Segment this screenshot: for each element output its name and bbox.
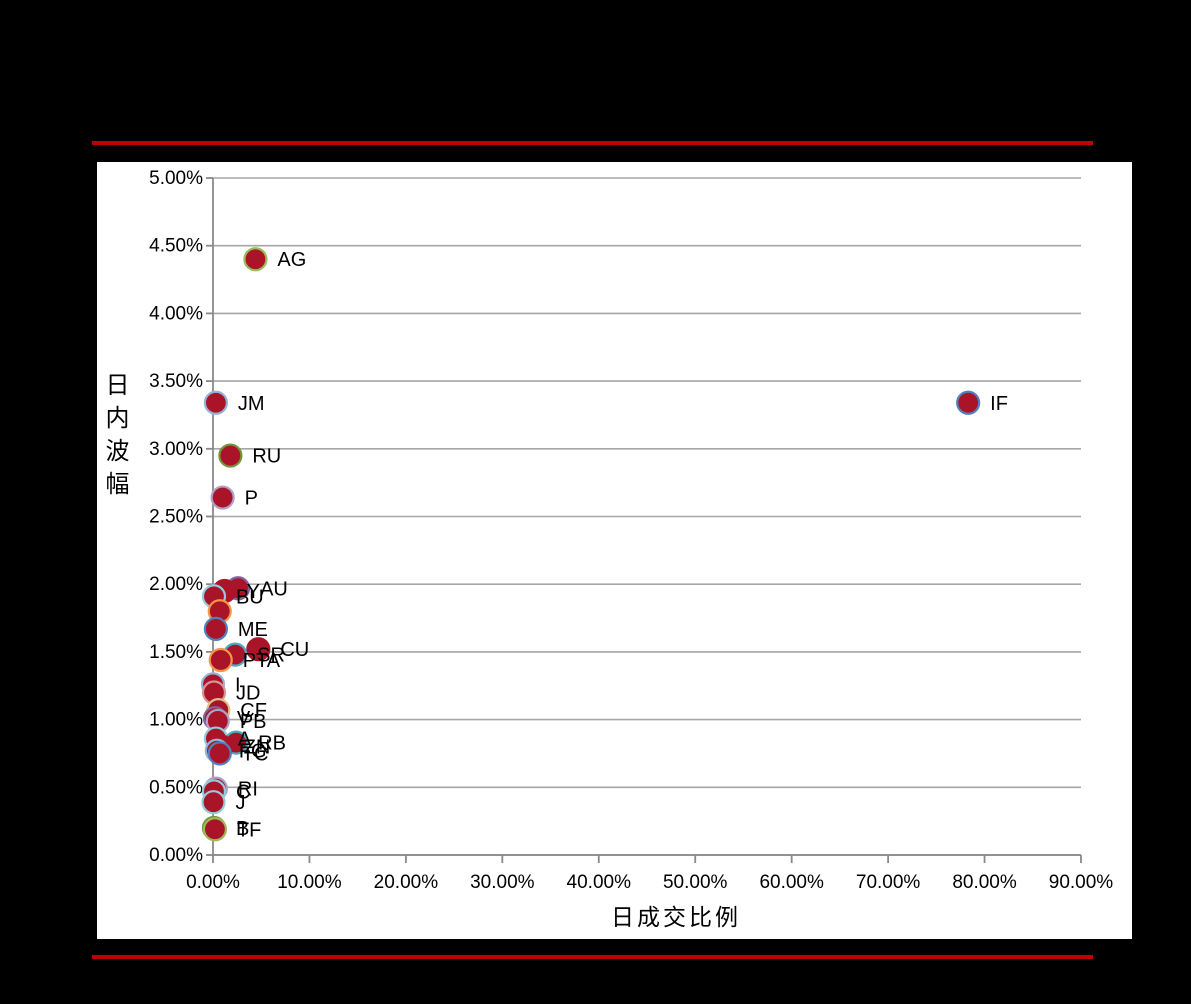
data-point-label-CF: CF: [240, 700, 267, 722]
y-tick-label: 0.50%: [149, 777, 203, 798]
data-point-label-B: B: [236, 818, 249, 840]
data-point-J: [201, 790, 226, 815]
x-tick-label: 40.00%: [567, 872, 632, 893]
y-tick-label: 3.00%: [149, 439, 203, 460]
data-point-label-IF: IF: [990, 393, 1008, 415]
data-point-label-ME: ME: [238, 619, 268, 641]
data-point-label-PTA: PTA: [243, 650, 281, 672]
y-tick-label: 0.00%: [149, 845, 203, 866]
x-tick-label: 50.00%: [663, 872, 728, 893]
axis-ticks: [206, 177, 1082, 863]
data-point-label-AU: AU: [260, 578, 288, 600]
y-tick-label: 3.50%: [149, 371, 203, 392]
data-point-label-RU: RU: [252, 446, 281, 468]
data-point-label-Y: Y: [247, 581, 260, 603]
data-point-P: [210, 485, 235, 510]
data-point-TC: [207, 741, 232, 766]
data-point-label-TC: TC: [242, 743, 269, 765]
data-point-label-TF: TF: [237, 819, 261, 841]
data-point-label-I: I: [235, 674, 241, 696]
x-tick-label: 60.00%: [759, 872, 824, 893]
x-axis-title: 日成交比例: [611, 905, 741, 931]
data-point-label-JD: JD: [236, 683, 260, 705]
data-point-label-PB: PB: [240, 711, 267, 733]
x-tick-label: 80.00%: [952, 872, 1017, 893]
y-tick-labels: 0.00% 0.50% 1.00% 1.50% 2.00% 2.50% 3.00% 3.50%…: [149, 168, 203, 866]
x-tick-label: 70.00%: [856, 872, 921, 893]
data-point-label-RI: RI: [238, 779, 258, 801]
data-point-label-FG: FG: [239, 741, 267, 763]
data-point-label-BU: BU: [236, 586, 264, 608]
data-point-RU: [218, 443, 243, 468]
y-axis-title: 日内波幅: [101, 372, 129, 504]
data-point-label-ZN: ZN: [244, 737, 271, 759]
x-tick-label: 0.00%: [186, 872, 240, 893]
x-tick-label: 10.00%: [277, 872, 342, 893]
data-point-label-SR: SR: [257, 645, 285, 667]
scatter-chart: 0.00% 0.50% 1.00% 1.50% 2.00% 2.50% 3.00% 3.50%…: [149, 168, 1113, 893]
data-point-AG: [243, 247, 268, 272]
data-point-PTA: [208, 647, 233, 673]
data-point-label-C: C: [236, 781, 250, 803]
data-points: [200, 247, 981, 842]
y-tick-label: 2.50%: [149, 507, 203, 528]
data-point-ME: [203, 616, 228, 641]
top-accent-line: [92, 141, 1093, 145]
data-point-label-A: A: [238, 729, 252, 751]
data-point-CU: [246, 637, 271, 662]
chart-plot-area: 0.00% 0.50% 1.00% 1.50% 2.00% 2.50% 3.00% 3.50%…: [97, 162, 1132, 939]
data-point-TF: [202, 817, 228, 842]
data-point-label-RB: RB: [258, 733, 286, 755]
x-tick-label: 30.00%: [470, 872, 535, 893]
data-point-label-J: J: [235, 792, 245, 814]
bottom-accent-line: [92, 955, 1093, 959]
gridlines: [213, 177, 1081, 856]
y-tick-label: 1.50%: [149, 642, 203, 663]
y-tick-label: 4.50%: [149, 236, 203, 257]
data-point-label-P: P: [245, 488, 258, 510]
x-tick-label: 20.00%: [374, 872, 439, 893]
data-point-JM: [203, 390, 228, 415]
x-tick-labels: 0.00% 10.00% 20.00% 30.00% 40.00% 50.00% 60.00…: [186, 872, 1113, 893]
x-tick-label: 90.00%: [1049, 872, 1114, 893]
data-point-label-V: V: [237, 708, 251, 730]
data-point-label-JM: JM: [238, 393, 265, 415]
y-tick-label: 2.00%: [149, 574, 203, 595]
data-point-label-AG: AG: [277, 249, 306, 271]
y-tick-label: 4.00%: [149, 303, 203, 324]
data-point-label-CU: CU: [280, 639, 309, 661]
y-tick-label: 1.00%: [149, 710, 203, 731]
y-tick-label: 5.00%: [149, 168, 203, 189]
data-point-IF: [956, 390, 981, 415]
